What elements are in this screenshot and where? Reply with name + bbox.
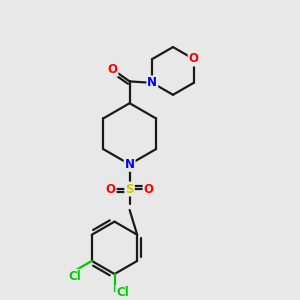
Text: Cl: Cl: [68, 270, 81, 283]
Text: N: N: [124, 158, 135, 171]
Text: O: O: [106, 183, 116, 196]
Text: O: O: [107, 63, 118, 76]
Text: O: O: [189, 52, 199, 65]
Text: N: N: [147, 76, 157, 89]
Text: O: O: [143, 183, 154, 196]
Text: S: S: [125, 183, 134, 196]
Text: Cl: Cl: [116, 286, 129, 298]
